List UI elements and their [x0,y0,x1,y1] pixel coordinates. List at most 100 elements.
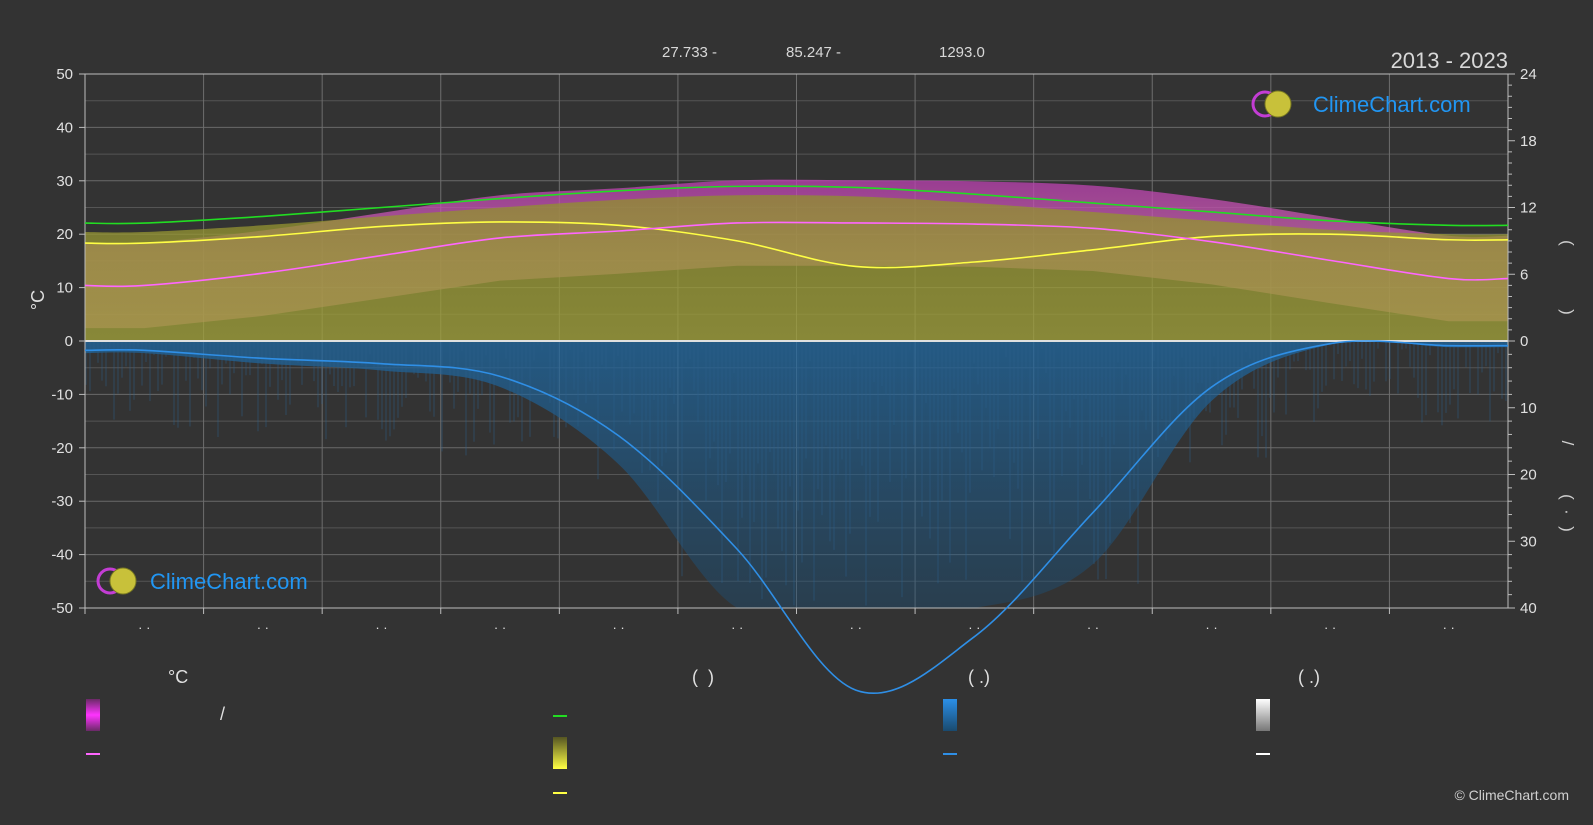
precipitation-daily-bar [509,341,511,423]
precipitation-daily-bar [369,341,371,355]
precipitation-daily-bar [461,341,463,352]
precipitation-daily-bar [957,341,959,433]
precipitation-daily-bar [1441,341,1443,426]
precipitation-daily-bar [853,341,855,355]
precipitation-daily-bar [373,341,375,369]
precipitation-daily-bar [93,341,95,352]
precipitation-daily-bar [393,341,395,430]
precipitation-daily-bar [1233,341,1235,408]
precipitation-daily-bar [213,341,215,358]
precipitation-daily-bar [1301,341,1303,346]
precipitation-daily-bar [1449,341,1451,405]
precipitation-daily-bar [1145,341,1147,430]
precipitation-daily-bar [625,341,627,361]
precipitation-daily-bar [969,341,971,493]
precipitation-daily-bar [465,341,467,456]
precipitation-daily-bar [673,341,675,404]
precipitation-daily-bar [893,341,895,426]
precipitation-daily-bar [669,341,671,388]
precipitation-daily-bar [477,341,479,409]
left-tick-label: -10 [51,386,73,403]
precipitation-daily-bar [1241,341,1243,390]
precipitation-daily-bar [1265,341,1267,458]
left-tick-label: 30 [56,173,73,190]
precipitation-daily-bar [453,341,455,409]
precipitation-daily-bar [1385,341,1387,382]
precipitation-daily-bar [881,341,883,387]
left-axis-label: °C [28,290,48,310]
right-bottom-tick-label: 30 [1520,533,1537,550]
left-tick-label: -50 [51,600,73,617]
precipitation-daily-bar [1173,341,1175,376]
precipitation-daily-bar [1353,341,1355,385]
precipitation-daily-bar [417,341,419,378]
right-axis-bottom-glyph: / [1558,441,1577,446]
precipitation-daily-bar [721,341,723,583]
precipitation-daily-bar [1117,341,1119,363]
precipitation-daily-bar [1257,341,1259,458]
logo-top: ClimeChart.com [1251,90,1471,118]
precipitation-daily-bar [545,341,547,344]
precipitation-daily-bar [125,341,127,367]
precipitation-daily-bar [161,341,163,385]
precipitation-daily-bar [1209,341,1211,413]
precipitation-daily-bar [1493,341,1495,392]
precipitation-daily-bar [149,341,151,402]
precipitation-daily-bar [909,341,911,351]
precipitation-daily-bar [605,341,607,370]
logo-sun-icon [109,567,137,595]
precipitation-daily-bar [1413,341,1415,378]
precipitation-daily-bar [1269,341,1271,398]
precipitation-daily-bar [241,341,243,417]
precipitation-daily-bar [993,341,995,478]
precipitation-daily-bar [941,341,943,501]
precipitation-daily-bar [809,341,811,362]
precipitation-daily-bar [105,341,107,387]
precipitation-daily-bar [205,341,207,407]
precipitation-daily-bar [1037,341,1039,440]
precipitation-daily-bar [1129,341,1131,524]
precipitation-daily-bar [201,341,203,391]
precipitation-daily-bar [341,341,343,387]
precipitation-daily-bar [181,341,183,352]
precipitation-daily-bar [97,341,99,363]
precipitation-daily-bar [965,341,967,580]
precipitation-daily-bar [1109,341,1111,543]
precipitation-daily-bar [1289,341,1291,370]
right-axis-top-glyph: ( [1558,240,1577,246]
precipitation-daily-bar [1021,341,1023,582]
precipitation-daily-bar [597,341,599,480]
precipitation-daily-bar [505,341,507,359]
precipitation-daily-bar [133,341,135,400]
precipitation-daily-bar [981,341,983,471]
precipitation-daily-bar [1277,341,1279,378]
precipitation-daily-bar [901,341,903,598]
precipitation-daily-bar [885,341,887,395]
precipitation-daily-bar [337,341,339,392]
precipitation-daily-bar [1457,341,1459,419]
precipitation-daily-bar [1001,341,1003,349]
left-tick-label: 20 [56,226,73,243]
precipitation-daily-bar [1033,341,1035,401]
precipitation-daily-bar [109,341,111,349]
precipitation-daily-bar [285,341,287,415]
precipitation-daily-bar [565,341,567,428]
precipitation-daily-bar [1345,341,1347,367]
precipitation-daily-bar [1361,341,1363,359]
precipitation-daily-bar [169,341,171,346]
precipitation-daily-bar [817,341,819,490]
precipitation-daily-bar [1041,341,1043,350]
logo-text: ClimeChart.com [150,569,308,594]
x-tick-label: · · [731,620,743,635]
precipitation-daily-bar [1465,341,1467,368]
precipitation-daily-bar [1357,341,1359,389]
precipitation-daily-bar [653,341,655,401]
precipitation-daily-bar [493,341,495,445]
precipitation-daily-bar [301,341,303,385]
series-lines [84,185,1509,695]
precipitation-daily-bar [197,341,199,379]
precipitation-daily-bar [569,341,571,351]
bands [85,179,1508,608]
precipitation-daily-bar [1085,341,1087,399]
legend-label-temperature-range: / [220,704,225,724]
